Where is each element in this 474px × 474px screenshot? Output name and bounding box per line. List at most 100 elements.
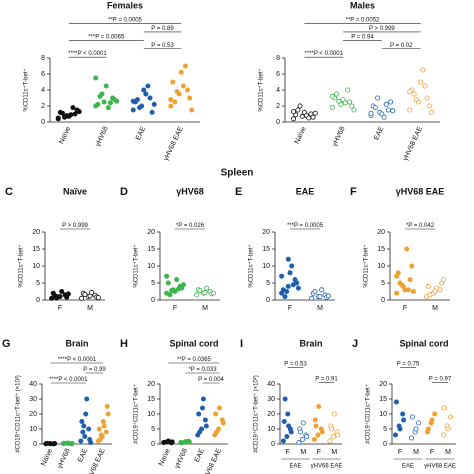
p-value: ****P < 0.0001 bbox=[68, 51, 107, 57]
y-tick-label: 15 bbox=[32, 246, 40, 253]
y-tick-label: 20 bbox=[147, 381, 155, 388]
p-value: P = 0.91 bbox=[315, 377, 338, 383]
data-point bbox=[310, 114, 316, 120]
y-axis-label: #CD19⁺CD11c⁺T-bet⁺ bbox=[133, 384, 140, 444]
p-value: **P = 0.0005 bbox=[108, 18, 142, 24]
data-point bbox=[347, 99, 353, 105]
panel-title: Spinal cord bbox=[169, 338, 218, 348]
p-value: *P = 0.026 bbox=[176, 223, 205, 229]
data-point bbox=[427, 292, 433, 298]
data-point bbox=[98, 432, 104, 438]
data-point bbox=[282, 396, 288, 402]
data-point bbox=[407, 277, 413, 283]
x-tick-label: F bbox=[286, 449, 290, 456]
data-point bbox=[409, 263, 415, 269]
data-point bbox=[203, 423, 209, 429]
data-point bbox=[93, 75, 99, 81]
data-point bbox=[445, 426, 451, 432]
data-point bbox=[79, 295, 85, 301]
y-tick-label: 10 bbox=[29, 426, 37, 433]
data-point bbox=[285, 283, 291, 289]
data-point bbox=[180, 282, 186, 288]
y-tick-label: 4 bbox=[276, 87, 280, 94]
data-point bbox=[72, 111, 78, 117]
data-point bbox=[187, 95, 193, 101]
data-point bbox=[441, 405, 447, 411]
x-tick-label: F bbox=[398, 449, 402, 456]
y-tick-label: 5 bbox=[383, 426, 387, 433]
p-value: P = 0.75 bbox=[397, 362, 420, 368]
x-tick-label: F bbox=[430, 449, 434, 456]
data-point bbox=[411, 91, 417, 97]
data-point bbox=[313, 423, 319, 429]
data-point bbox=[448, 414, 454, 420]
data-point bbox=[89, 290, 95, 296]
data-point bbox=[134, 97, 140, 103]
data-point bbox=[405, 287, 411, 293]
data-point bbox=[145, 83, 151, 89]
data-point bbox=[336, 98, 342, 104]
data-point bbox=[220, 420, 226, 426]
panel-letter: C bbox=[5, 186, 13, 198]
group-label: γHV68 EAE bbox=[311, 464, 343, 470]
p-value: ****P < 0.0001 bbox=[49, 377, 88, 383]
data-point bbox=[174, 277, 180, 283]
x-tick-label: γHV68 bbox=[331, 126, 346, 148]
panel-letter: F bbox=[350, 186, 357, 198]
data-point bbox=[432, 411, 438, 417]
data-point bbox=[282, 294, 288, 300]
panel-title: γHV68 EAE bbox=[396, 186, 445, 196]
data-point bbox=[409, 414, 415, 420]
data-point bbox=[69, 441, 75, 447]
data-point bbox=[68, 112, 74, 118]
y-tick-label: 10 bbox=[32, 263, 40, 270]
data-point bbox=[299, 436, 305, 442]
data-point bbox=[59, 110, 65, 116]
data-point bbox=[422, 83, 428, 89]
data-point bbox=[95, 295, 101, 301]
data-point bbox=[289, 263, 295, 269]
data-point bbox=[55, 116, 61, 122]
x-tick-label: γHV68 bbox=[174, 448, 189, 470]
data-point bbox=[329, 105, 335, 111]
y-tick-label: 0 bbox=[266, 297, 270, 304]
data-point bbox=[409, 435, 415, 441]
data-point bbox=[62, 114, 68, 120]
x-tick-label: γHV68 EAE bbox=[402, 125, 424, 162]
data-point bbox=[317, 294, 323, 300]
x-tick-label: M bbox=[432, 305, 438, 312]
data-point bbox=[309, 295, 315, 301]
data-point bbox=[325, 293, 331, 299]
data-point bbox=[196, 411, 202, 417]
p-value: ***P = 0.0065 bbox=[88, 34, 125, 40]
data-point bbox=[375, 95, 381, 101]
data-point bbox=[290, 282, 296, 288]
y-tick-label: 30 bbox=[267, 396, 275, 403]
data-point bbox=[291, 109, 297, 115]
data-point bbox=[312, 110, 318, 116]
data-point bbox=[80, 429, 86, 435]
y-tick-label: 10 bbox=[377, 263, 385, 270]
data-point bbox=[213, 411, 219, 417]
x-tick-label: M bbox=[331, 449, 337, 456]
data-point bbox=[424, 95, 430, 101]
data-point bbox=[49, 295, 55, 301]
p-value: P = 0.89 bbox=[151, 26, 174, 32]
data-point bbox=[331, 411, 337, 417]
group-label: γHV68 EAE bbox=[424, 464, 456, 470]
data-point bbox=[105, 411, 111, 417]
data-point bbox=[316, 403, 322, 409]
data-point bbox=[99, 91, 105, 97]
p-value: P = 0.004 bbox=[198, 377, 224, 383]
data-point bbox=[95, 101, 101, 107]
y-tick-label: 5 bbox=[151, 426, 155, 433]
data-point bbox=[180, 83, 186, 89]
data-point bbox=[279, 273, 285, 279]
data-point bbox=[101, 423, 107, 429]
data-point bbox=[105, 105, 111, 111]
y-tick-label: 0 bbox=[383, 441, 387, 448]
data-point bbox=[59, 288, 65, 294]
data-point bbox=[130, 107, 136, 113]
y-tick-label: 15 bbox=[147, 396, 155, 403]
